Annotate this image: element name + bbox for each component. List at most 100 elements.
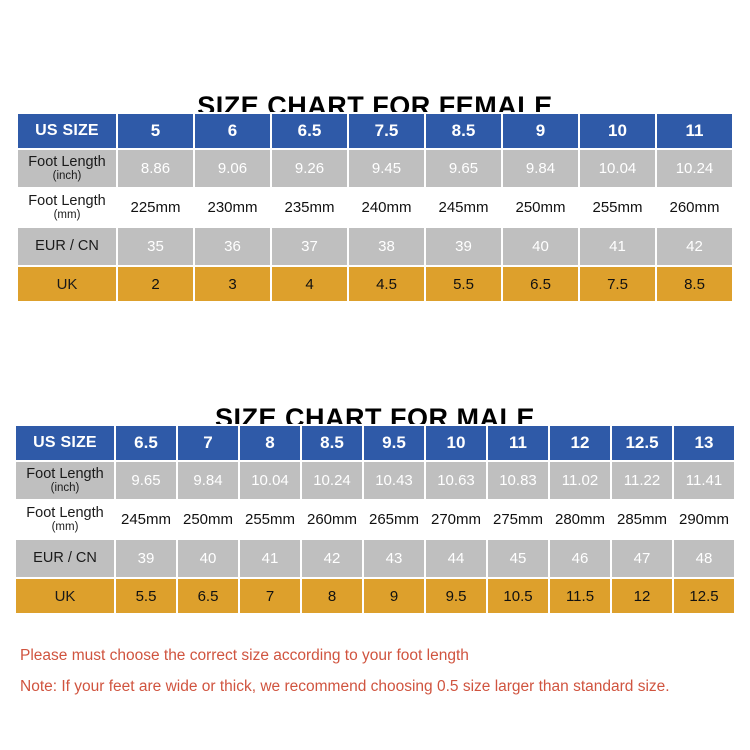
row-label-foot-length-inch: Foot Length (inch) bbox=[16, 462, 114, 499]
us-size-cell: 9 bbox=[503, 114, 578, 148]
eur-cn-cell: 38 bbox=[349, 228, 424, 265]
uk-cell: 12.5 bbox=[674, 579, 734, 613]
us-size-cell: 8.5 bbox=[302, 426, 362, 460]
foot-length-inch-cell: 10.04 bbox=[240, 462, 300, 499]
foot-length-inch-cell: 8.86 bbox=[118, 150, 193, 187]
row-label-foot-length-mm-main: Foot Length bbox=[26, 504, 104, 521]
foot-length-inch-cell: 10.24 bbox=[657, 150, 732, 187]
uk-cell: 5.5 bbox=[116, 579, 176, 613]
us-size-cell: 5 bbox=[118, 114, 193, 148]
foot-length-inch-cell: 10.43 bbox=[364, 462, 424, 499]
row-label-us-size: US SIZE bbox=[16, 426, 114, 460]
foot-length-mm-cell: 280mm bbox=[550, 501, 610, 538]
foot-length-inch-cell: 9.45 bbox=[349, 150, 424, 187]
note-wide-feet: Note: If your feet are wide or thick, we… bbox=[20, 678, 670, 695]
uk-cell: 4 bbox=[272, 267, 347, 301]
note-choose-correct-size: Please must choose the correct size acco… bbox=[20, 647, 469, 664]
eur-cn-cell: 35 bbox=[118, 228, 193, 265]
size-table-male: US SIZE 6.5 7 8 8.5 9.5 10 11 12 12.5 13 Foot Lengt… bbox=[14, 424, 736, 615]
foot-length-mm-cell: 245mm bbox=[426, 189, 501, 226]
foot-length-mm-cell: 230mm bbox=[195, 189, 270, 226]
foot-length-inch-cell: 9.65 bbox=[426, 150, 501, 187]
foot-length-inch-cell: 10.24 bbox=[302, 462, 362, 499]
row-label-foot-length-mm-main: Foot Length bbox=[28, 192, 106, 209]
row-label-uk: UK bbox=[16, 579, 114, 613]
row-label-foot-length-inch-unit: (inch) bbox=[50, 482, 80, 495]
foot-length-mm-cell: 260mm bbox=[657, 189, 732, 226]
row-label-foot-length-mm: Foot Length (mm) bbox=[18, 189, 116, 226]
foot-length-mm-cell: 265mm bbox=[364, 501, 424, 538]
foot-length-inch-cell: 9.26 bbox=[272, 150, 347, 187]
uk-cell: 8.5 bbox=[657, 267, 732, 301]
row-label-foot-length-mm: Foot Length (mm) bbox=[16, 501, 114, 538]
uk-cell: 9.5 bbox=[426, 579, 486, 613]
foot-length-mm-row: Foot Length (mm) 245mm 250mm 255mm 260mm 265mm… bbox=[16, 501, 734, 538]
eur-cn-row: EUR / CN 35 36 37 38 39 40 41 42 bbox=[18, 228, 732, 265]
uk-row: UK 5.5 6.5 7 8 9 9.5 10.5 11.5 12 12.5 bbox=[16, 579, 734, 613]
us-size-cell: 10 bbox=[426, 426, 486, 460]
foot-length-mm-cell: 240mm bbox=[349, 189, 424, 226]
row-label-us-size: US SIZE bbox=[18, 114, 116, 148]
uk-cell: 11.5 bbox=[550, 579, 610, 613]
foot-length-inch-cell: 10.83 bbox=[488, 462, 548, 499]
us-size-cell: 13 bbox=[674, 426, 734, 460]
foot-length-mm-cell: 235mm bbox=[272, 189, 347, 226]
foot-length-inch-cell: 9.84 bbox=[503, 150, 578, 187]
us-size-cell: 11 bbox=[488, 426, 548, 460]
eur-cn-cell: 40 bbox=[503, 228, 578, 265]
foot-length-inch-cell: 10.63 bbox=[426, 462, 486, 499]
us-size-cell: 11 bbox=[657, 114, 732, 148]
eur-cn-cell: 42 bbox=[302, 540, 362, 577]
foot-length-mm-cell: 255mm bbox=[580, 189, 655, 226]
eur-cn-cell: 39 bbox=[426, 228, 501, 265]
eur-cn-cell: 37 bbox=[272, 228, 347, 265]
uk-row: UK 2 3 4 4.5 5.5 6.5 7.5 8.5 bbox=[18, 267, 732, 301]
foot-length-mm-cell: 250mm bbox=[503, 189, 578, 226]
row-label-foot-length-mm-unit: (mm) bbox=[51, 521, 79, 534]
us-size-cell: 6.5 bbox=[116, 426, 176, 460]
uk-cell: 6.5 bbox=[503, 267, 578, 301]
us-size-cell: 8 bbox=[240, 426, 300, 460]
foot-length-inch-cell: 11.22 bbox=[612, 462, 672, 499]
us-size-cell: 9.5 bbox=[364, 426, 424, 460]
foot-length-mm-cell: 270mm bbox=[426, 501, 486, 538]
uk-cell: 9 bbox=[364, 579, 424, 613]
us-size-cell: 8.5 bbox=[426, 114, 501, 148]
uk-cell: 8 bbox=[302, 579, 362, 613]
eur-cn-cell: 40 bbox=[178, 540, 238, 577]
row-label-foot-length-inch-main: Foot Length bbox=[28, 153, 106, 170]
uk-cell: 12 bbox=[612, 579, 672, 613]
foot-length-mm-cell: 285mm bbox=[612, 501, 672, 538]
us-size-cell: 7.5 bbox=[349, 114, 424, 148]
eur-cn-cell: 41 bbox=[580, 228, 655, 265]
uk-cell: 7.5 bbox=[580, 267, 655, 301]
row-label-foot-length-inch-main: Foot Length bbox=[26, 465, 104, 482]
foot-length-inch-cell: 11.02 bbox=[550, 462, 610, 499]
us-size-cell: 10 bbox=[580, 114, 655, 148]
eur-cn-cell: 42 bbox=[657, 228, 732, 265]
size-table-male-wrapper: US SIZE 6.5 7 8 8.5 9.5 10 11 12 12.5 13 Foot Lengt… bbox=[0, 424, 750, 615]
us-size-cell: 12 bbox=[550, 426, 610, 460]
row-label-foot-length-inch-unit: (inch) bbox=[52, 170, 82, 183]
uk-cell: 3 bbox=[195, 267, 270, 301]
foot-length-inch-cell: 9.06 bbox=[195, 150, 270, 187]
eur-cn-row: EUR / CN 39 40 41 42 43 44 45 46 47 48 bbox=[16, 540, 734, 577]
foot-length-mm-row: Foot Length (mm) 225mm 230mm 235mm 240mm 245mm… bbox=[18, 189, 732, 226]
foot-length-inch-row: Foot Length (inch) 8.86 9.06 9.26 9.45 9.65 9.8… bbox=[18, 150, 732, 187]
size-table-female: US SIZE 5 6 6.5 7.5 8.5 9 10 11 Foot Length (inch)… bbox=[16, 112, 734, 303]
eur-cn-cell: 43 bbox=[364, 540, 424, 577]
eur-cn-cell: 36 bbox=[195, 228, 270, 265]
uk-cell: 4.5 bbox=[349, 267, 424, 301]
foot-length-mm-cell: 260mm bbox=[302, 501, 362, 538]
row-label-eur-cn: EUR / CN bbox=[18, 228, 116, 265]
size-table-female-wrapper: US SIZE 5 6 6.5 7.5 8.5 9 10 11 Foot Length (inch)… bbox=[0, 112, 750, 303]
eur-cn-cell: 48 bbox=[674, 540, 734, 577]
eur-cn-cell: 45 bbox=[488, 540, 548, 577]
us-size-cell: 6.5 bbox=[272, 114, 347, 148]
foot-length-inch-cell: 10.04 bbox=[580, 150, 655, 187]
foot-length-mm-cell: 245mm bbox=[116, 501, 176, 538]
eur-cn-cell: 41 bbox=[240, 540, 300, 577]
uk-cell: 2 bbox=[118, 267, 193, 301]
uk-cell: 6.5 bbox=[178, 579, 238, 613]
